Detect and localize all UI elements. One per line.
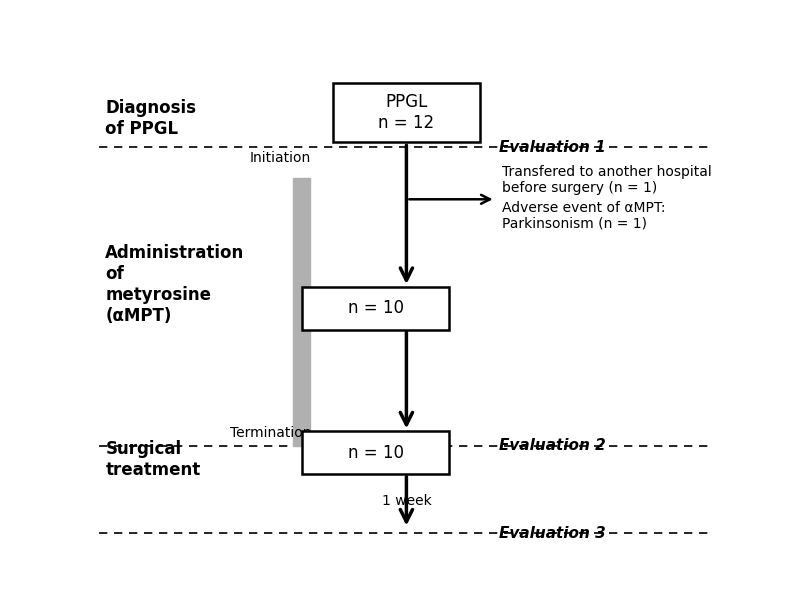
Bar [333, 83, 481, 143]
Bar [302, 287, 450, 330]
Text: n = 10: n = 10 [347, 443, 404, 462]
Text: Termination: Termination [230, 426, 311, 440]
Text: Administration
of
metyrosine
(αMPT): Administration of metyrosine (αMPT) [105, 244, 244, 325]
Text: Transfered to another hospital
before surgery (n = 1): Transfered to another hospital before su… [502, 165, 711, 196]
Text: PPGL
n = 12: PPGL n = 12 [378, 93, 435, 132]
Bar [293, 178, 310, 445]
Text: Surgical
treatment: Surgical treatment [105, 440, 201, 479]
Text: Evaluation 3: Evaluation 3 [499, 526, 605, 541]
Text: Evaluation 2: Evaluation 2 [499, 438, 605, 453]
Text: Initiation: Initiation [250, 151, 311, 165]
Text: 1 week: 1 week [381, 494, 431, 508]
Text: Adverse event of αMPT:
Parkinsonism (n = 1): Adverse event of αMPT: Parkinsonism (n =… [502, 200, 665, 231]
Text: Diagnosis
of PPGL: Diagnosis of PPGL [105, 100, 197, 138]
Text: Evaluation 1: Evaluation 1 [499, 140, 605, 155]
Text: n = 10: n = 10 [347, 300, 404, 317]
Bar [302, 431, 450, 474]
